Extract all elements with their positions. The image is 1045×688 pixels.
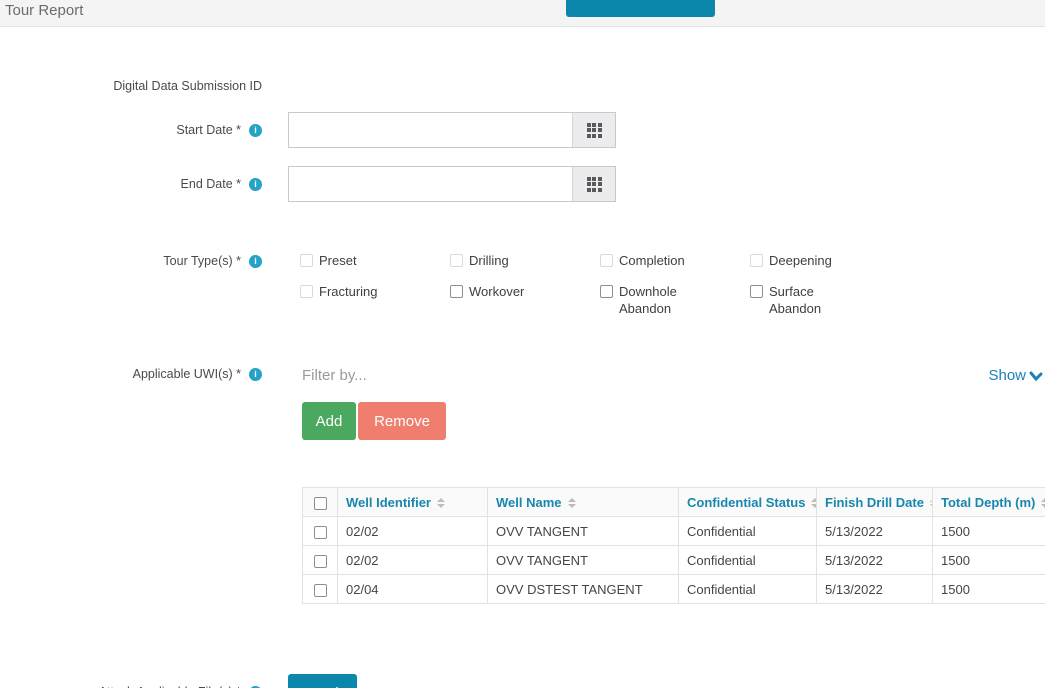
downhole-abandon-checkbox[interactable] — [600, 285, 613, 298]
submission-id-label-text: Digital Data Submission ID — [113, 79, 262, 93]
uwi-filter-input[interactable] — [302, 365, 622, 385]
checkbox-label: Surface Abandon — [769, 284, 822, 316]
checkbox-item-workover[interactable]: Workover — [450, 283, 600, 317]
checkbox-label: Deepening — [769, 253, 832, 268]
cell-confidential-status: Confidential — [678, 545, 817, 575]
show-link[interactable]: Show — [988, 367, 1043, 384]
fracturing-checkbox[interactable] — [300, 285, 313, 298]
tour-report-form: Digital Data Submission ID Start Date * … — [0, 27, 1045, 688]
cell-well-name: OVV DSTEST TANGENT — [487, 574, 679, 604]
sort-icon — [567, 498, 576, 509]
surface-abandon-checkbox[interactable] — [750, 285, 763, 298]
table-header-row: Well Identifier Well Name Confidential S… — [302, 487, 1045, 517]
cell-confidential-status: Confidential — [678, 574, 817, 604]
cell-well-identifier: 02/04 — [337, 574, 488, 604]
checkbox-item-drilling[interactable]: Drilling — [450, 252, 600, 269]
checkbox-label: Fracturing — [319, 284, 378, 299]
cell-total-depth: 1500 — [932, 545, 1045, 575]
top-bar: Tour Report — [0, 0, 1045, 27]
show-link-text: Show — [988, 367, 1026, 384]
cell-finish-drill-date: 5/13/2022 — [816, 516, 933, 546]
end-date-label: End Date * i — [0, 177, 262, 191]
checkbox-item-surface-abandon[interactable]: Surface Abandon — [750, 283, 900, 317]
column-header-well-identifier[interactable]: Well Identifier — [337, 487, 488, 517]
checkbox-item-downhole-abandon[interactable]: Downhole Abandon — [600, 283, 750, 317]
checkbox-item-preset[interactable]: Preset — [300, 252, 450, 269]
remove-button[interactable]: Remove — [358, 402, 446, 440]
tour-types-label-text: Tour Type(s) * — [163, 254, 241, 268]
checkbox-label: Completion — [619, 253, 685, 268]
end-date-input[interactable] — [289, 167, 572, 201]
select-all-checkbox[interactable] — [313, 496, 327, 510]
info-icon[interactable]: i — [249, 367, 262, 381]
sort-icon — [1041, 498, 1045, 509]
cell-total-depth: 1500 — [932, 574, 1045, 604]
row-select-checkbox[interactable] — [313, 583, 327, 597]
table-row: 02/04 OVV DSTEST TANGENT Confidential 5/… — [302, 574, 1045, 604]
cell-well-identifier: 02/02 — [337, 545, 488, 575]
uwi-label-text: Applicable UWI(s) * — [132, 367, 241, 381]
chevron-down-icon — [1029, 371, 1043, 381]
checkbox-label: Workover — [469, 284, 525, 299]
attach-files-label-text: Attach Applicable File(s) * — [99, 685, 241, 688]
cell-well-name: OVV TANGENT — [487, 516, 679, 546]
sort-icon — [437, 498, 445, 509]
wells-table: Well Identifier Well Name Confidential S… — [302, 487, 1045, 604]
calendar-grid-icon — [586, 122, 602, 138]
workover-checkbox[interactable] — [450, 285, 463, 298]
calendar-grid-icon — [586, 176, 602, 192]
uwi-label: Applicable UWI(s) * i — [0, 367, 262, 381]
end-date-label-text: End Date * — [180, 177, 241, 191]
deepening-checkbox[interactable] — [750, 254, 763, 267]
start-date-calendar-button[interactable] — [572, 113, 615, 147]
info-icon[interactable]: i — [249, 177, 262, 191]
add-button[interactable]: Add — [302, 402, 356, 440]
row-select-checkbox[interactable] — [313, 525, 327, 539]
submission-id-label: Digital Data Submission ID — [0, 79, 262, 93]
info-icon[interactable]: i — [249, 254, 262, 268]
checkbox-item-fracturing[interactable]: Fracturing — [300, 283, 450, 317]
sort-icon — [929, 498, 932, 509]
tour-types-group: Preset Drilling Completion Deepening Fra… — [300, 252, 900, 317]
column-header-total-depth[interactable]: Total Depth (m) — [932, 487, 1045, 517]
table-row: 02/02 OVV TANGENT Confidential 5/13/2022… — [302, 516, 1045, 546]
info-icon[interactable]: i — [249, 123, 262, 137]
checkbox-item-deepening[interactable]: Deepening — [750, 252, 900, 269]
cell-confidential-status: Confidential — [678, 516, 817, 546]
start-date-group — [288, 112, 616, 148]
start-date-input[interactable] — [289, 113, 572, 147]
end-date-calendar-button[interactable] — [572, 167, 615, 201]
cell-well-identifier: 02/02 — [337, 516, 488, 546]
completion-checkbox[interactable] — [600, 254, 613, 267]
row-select-checkbox[interactable] — [313, 554, 327, 568]
table-row: 02/02 OVV TANGENT Confidential 5/13/2022… — [302, 545, 1045, 575]
page-title: Tour Report — [5, 2, 84, 19]
cell-total-depth: 1500 — [932, 516, 1045, 546]
attach-button[interactable]: Attach — [288, 674, 357, 688]
checkbox-label: Preset — [319, 253, 357, 268]
cell-well-name: OVV TANGENT — [487, 545, 679, 575]
tour-types-label: Tour Type(s) * i — [0, 254, 262, 268]
end-date-group — [288, 166, 616, 202]
drilling-checkbox[interactable] — [450, 254, 463, 267]
preset-checkbox[interactable] — [300, 254, 313, 267]
column-header-finish-drill-date[interactable]: Finish Drill Date — [816, 487, 933, 517]
checkbox-label: Downhole Abandon — [619, 284, 677, 316]
start-date-label-text: Start Date * — [176, 123, 241, 137]
column-header-well-name[interactable]: Well Name — [487, 487, 679, 517]
cell-finish-drill-date: 5/13/2022 — [816, 574, 933, 604]
cell-finish-drill-date: 5/13/2022 — [816, 545, 933, 575]
column-header-confidential-status[interactable]: Confidential Status — [678, 487, 817, 517]
checkbox-item-completion[interactable]: Completion — [600, 252, 750, 269]
wells-table-container: Well Identifier Well Name Confidential S… — [302, 487, 1045, 604]
checkbox-label: Drilling — [469, 253, 509, 268]
sort-icon — [811, 498, 816, 509]
primary-action-button[interactable] — [566, 0, 715, 17]
start-date-label: Start Date * i — [0, 123, 262, 137]
